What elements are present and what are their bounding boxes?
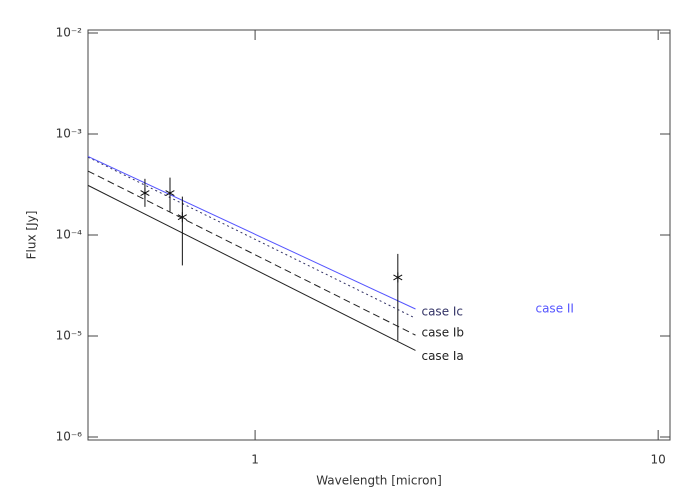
- series-label: case II: [535, 302, 573, 316]
- marker-stroke: [140, 190, 150, 197]
- series-label: case Ib: [421, 326, 464, 340]
- plot-frame: [87, 29, 671, 441]
- y-tick-label: 10⁻²: [56, 26, 83, 40]
- data-point: [177, 212, 187, 223]
- marker-stroke: [177, 214, 187, 221]
- marker-stroke: [165, 190, 175, 197]
- y-axis-label: Flux [Jy]: [25, 211, 39, 260]
- series-line: [87, 155, 416, 310]
- marker-stroke: [393, 274, 403, 281]
- data-point: [140, 188, 150, 199]
- series-line: [87, 184, 416, 351]
- series-line: [87, 170, 416, 336]
- x-tick-label: 1: [251, 453, 259, 467]
- y-tick-label: 10⁻⁵: [56, 329, 83, 343]
- data-point: [393, 272, 403, 283]
- data-point: [165, 188, 175, 199]
- series-label: case Ic: [421, 305, 463, 319]
- series-label: case Ia: [421, 349, 463, 363]
- x-axis-label: Wavelength [micron]: [316, 474, 442, 488]
- y-tick-label: 10⁻⁴: [56, 228, 83, 242]
- y-tick-label: 10⁻⁶: [56, 430, 83, 444]
- y-tick-label: 10⁻³: [56, 127, 83, 141]
- x-tick-label: 10: [651, 453, 666, 467]
- series-line: [87, 156, 416, 319]
